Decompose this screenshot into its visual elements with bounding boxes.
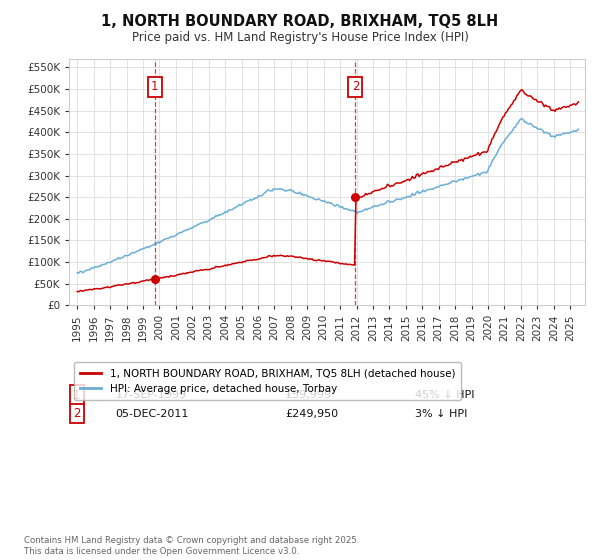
Text: 2: 2 [352, 81, 359, 94]
Text: £59,999: £59,999 [286, 390, 332, 400]
Text: 1: 1 [151, 81, 158, 94]
Text: 1, NORTH BOUNDARY ROAD, BRIXHAM, TQ5 8LH: 1, NORTH BOUNDARY ROAD, BRIXHAM, TQ5 8LH [101, 14, 499, 29]
Text: Price paid vs. HM Land Registry's House Price Index (HPI): Price paid vs. HM Land Registry's House … [131, 31, 469, 44]
Text: 17-SEP-1999: 17-SEP-1999 [115, 390, 187, 400]
Text: 3% ↓ HPI: 3% ↓ HPI [415, 409, 467, 419]
Text: 45% ↓ HPI: 45% ↓ HPI [415, 390, 474, 400]
Text: 1: 1 [73, 389, 80, 402]
Text: 2: 2 [73, 407, 80, 420]
Legend: 1, NORTH BOUNDARY ROAD, BRIXHAM, TQ5 8LH (detached house), HPI: Average price, d: 1, NORTH BOUNDARY ROAD, BRIXHAM, TQ5 8LH… [74, 362, 461, 400]
Text: £249,950: £249,950 [286, 409, 339, 419]
Text: Contains HM Land Registry data © Crown copyright and database right 2025.
This d: Contains HM Land Registry data © Crown c… [24, 536, 359, 556]
Text: 05-DEC-2011: 05-DEC-2011 [115, 409, 189, 419]
